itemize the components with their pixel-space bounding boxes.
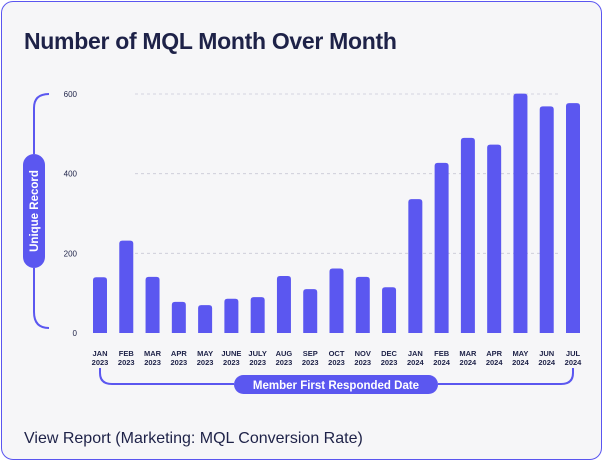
bar-jul-2024[interactable] (566, 103, 580, 333)
x-tick-year: 2024 (512, 358, 530, 367)
x-tick-month: MAR (144, 349, 162, 358)
bar-jan-2024[interactable] (408, 199, 423, 333)
y-tick-label: 400 (64, 170, 78, 179)
x-tick-labels: JAN2023FEB2023MAR2023APR2023MAY2023JUNE2… (92, 349, 583, 367)
x-tick-year: 2023 (249, 358, 266, 367)
x-tick-month: JUL (566, 349, 581, 358)
bar-sep-2023[interactable] (303, 289, 318, 333)
x-tick-year: 2023 (381, 358, 398, 367)
x-axis-title: Member First Responded Date (253, 380, 419, 392)
x-tick-month: MAY (512, 349, 528, 358)
x-tick-year: 2023 (328, 358, 345, 367)
bar-mar-2023[interactable] (145, 276, 160, 333)
x-tick-year: 2024 (538, 358, 556, 367)
x-tick-year: 2024 (486, 358, 504, 367)
chart-title: Number of MQL Month Over Month (24, 28, 397, 54)
bar-jan-2023[interactable] (93, 277, 107, 333)
bars (93, 93, 580, 334)
bar-nov-2023[interactable] (355, 276, 370, 333)
x-tick-year: 2023 (92, 358, 109, 367)
x-tick-month: JUN (539, 349, 554, 358)
y-tick-labels: 0 200 400 600 (64, 90, 78, 338)
x-tick-month: DEC (381, 349, 397, 358)
x-tick-month: MAY (197, 349, 213, 358)
x-tick-year: 2023 (144, 358, 161, 367)
bar-july-2023[interactable] (250, 297, 265, 333)
y-tick-label: 200 (64, 249, 78, 258)
x-tick-month: MAR (459, 349, 477, 358)
y-axis-bracket: Unique Record (23, 93, 50, 329)
x-tick-year: 2024 (433, 358, 451, 367)
bar-feb-2023[interactable] (119, 240, 134, 333)
bar-oct-2023[interactable] (329, 268, 344, 333)
x-tick-month: SEP (303, 349, 318, 358)
bar-apr-2024[interactable] (487, 144, 502, 333)
gridlines (135, 93, 558, 254)
x-tick-month: AUG (276, 349, 293, 358)
bar-jun-2024[interactable] (539, 106, 554, 334)
x-axis-title-pill (234, 375, 438, 394)
x-tick-month: FEB (119, 349, 135, 358)
x-tick-month: APR (171, 349, 187, 358)
x-tick-month: OCT (329, 349, 345, 358)
y-axis-title-pill (23, 154, 45, 268)
x-tick-year: 2023 (170, 358, 187, 367)
x-tick-year: 2023 (302, 358, 319, 367)
x-tick-month: JULY (248, 349, 266, 358)
bar-aug-2023[interactable] (276, 276, 291, 333)
x-tick-year: 2024 (460, 358, 478, 367)
x-tick-month: JAN (408, 349, 423, 358)
x-tick-year: 2023 (276, 358, 293, 367)
x-tick-month: APR (486, 349, 502, 358)
x-tick-month: NOV (355, 349, 371, 358)
bar-feb-2024[interactable] (434, 162, 449, 333)
x-tick-year: 2023 (118, 358, 135, 367)
x-tick-year: 2024 (407, 358, 425, 367)
x-tick-year: 2023 (354, 358, 371, 367)
y-axis-title: Unique Record (29, 170, 41, 252)
x-tick-year: 2023 (223, 358, 240, 367)
y-tick-label: 0 (73, 329, 78, 338)
x-tick-month: JUNE (221, 349, 241, 358)
x-axis-bracket: Member First Responded Date (99, 368, 574, 394)
view-report-link[interactable]: View Report (Marketing: MQL Conversion R… (24, 430, 363, 447)
bar-june-2023[interactable] (224, 298, 239, 333)
x-tick-year: 2023 (197, 358, 214, 367)
bar-may-2024[interactable] (513, 93, 528, 333)
bar-may-2023[interactable] (198, 305, 213, 333)
bar-apr-2023[interactable] (171, 301, 186, 333)
x-tick-month: JAN (92, 349, 107, 358)
x-tick-month: FEB (434, 349, 450, 358)
bar-dec-2023[interactable] (382, 287, 397, 333)
x-tick-year: 2024 (565, 358, 583, 367)
bar-mar-2024[interactable] (460, 137, 475, 333)
y-tick-label: 600 (64, 90, 78, 99)
